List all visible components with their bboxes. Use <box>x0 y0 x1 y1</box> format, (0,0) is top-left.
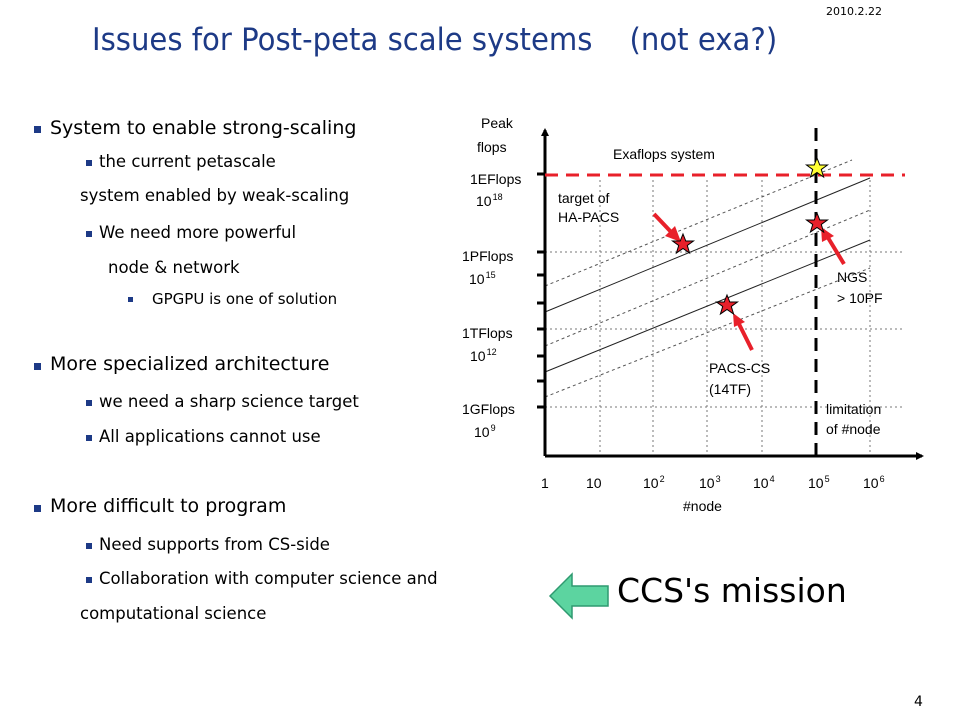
x-label-exponent: 3 <box>716 474 721 484</box>
star-icon <box>670 232 696 255</box>
bullet-square-icon <box>34 363 41 370</box>
y-label-value: 109 <box>474 423 496 440</box>
bullet-square-icon <box>86 400 92 406</box>
bullet-square-icon <box>86 160 92 166</box>
y-label-value: 1015 <box>469 270 496 287</box>
x-label-exponent: 4 <box>770 474 775 484</box>
bullet-square-icon <box>86 435 92 441</box>
x-label-base: 10 <box>808 475 824 491</box>
bullet-square-icon <box>86 543 92 549</box>
bullet-level2: We need more powerful <box>99 223 297 242</box>
target-label-line2: HA-PACS <box>558 209 619 225</box>
x-label: 105 <box>808 474 830 491</box>
exaflops-label: Exaflops system <box>613 146 715 162</box>
bullet-level2: Collaboration with computer science and <box>99 569 438 588</box>
x-label: 103 <box>699 474 721 491</box>
bullet-square-icon <box>34 126 41 133</box>
x-axis-title: #node <box>683 498 722 514</box>
bullet-level2: we need a sharp science target <box>99 392 359 411</box>
ngs-label-line2: > 10PF <box>837 290 883 306</box>
y-label-name: 1TFlops <box>462 325 513 341</box>
stars <box>670 156 830 316</box>
target-label-line1: target of <box>558 190 609 206</box>
bullet-continuation: computational science <box>80 604 267 623</box>
y-ticks <box>537 172 545 409</box>
bullet-square-icon <box>86 577 92 583</box>
bullet-level3: GPGPU is one of solution <box>152 290 338 308</box>
star-icon <box>804 156 830 179</box>
y-label-base: 10 <box>469 271 485 287</box>
bullet-level1: System to enable strong-scaling <box>50 117 357 139</box>
bullet-level2: the current petascale <box>99 152 276 171</box>
x-label-base: 10 <box>586 475 602 491</box>
y-label-name: 1PFlops <box>462 248 513 264</box>
bullet-square-icon <box>34 505 41 512</box>
y-label-exponent: 12 <box>487 347 497 357</box>
y-label-name: 1GFlops <box>462 401 515 417</box>
x-label-base: 10 <box>643 475 659 491</box>
pacs-label-line2: (14TF) <box>709 381 751 397</box>
x-label: 106 <box>863 474 885 491</box>
star-icon <box>714 293 740 316</box>
y-axis-title-line1: Peak <box>481 115 514 131</box>
y-label-exponent: 18 <box>493 192 503 202</box>
y-label-base: 10 <box>474 424 490 440</box>
x-label: 102 <box>643 474 665 491</box>
x-label-base: 1 <box>541 475 549 491</box>
star-icon <box>804 211 830 234</box>
x-label-base: 10 <box>753 475 769 491</box>
slide-date: 2010.2.22 <box>826 5 882 18</box>
page-number: 4 <box>914 694 923 710</box>
x-label-base: 10 <box>863 475 879 491</box>
bullet-level1: More specialized architecture <box>50 353 330 375</box>
bullet-continuation: system enabled by weak-scaling <box>80 186 350 205</box>
y-label-exponent: 9 <box>491 423 496 433</box>
bullet-level2: All applications cannot use <box>99 427 321 446</box>
bullet-square-icon <box>128 297 133 302</box>
slide-title: Issues for Post-peta scale systems (not … <box>92 22 778 58</box>
left-arrow-icon <box>548 572 609 620</box>
limitation-label-line2: of #node <box>826 421 881 437</box>
x-label-base: 10 <box>699 475 715 491</box>
limitation-label-line1: limitation <box>826 401 881 417</box>
bullet-level2: Need supports from CS-side <box>99 535 330 554</box>
y-label-base: 10 <box>476 193 492 209</box>
x-label-exponent: 5 <box>825 474 830 484</box>
mission-label: CCS's mission <box>617 571 847 610</box>
y-axis-title-line2: flops <box>477 139 507 155</box>
ngs-label-line1: NGS <box>837 269 867 285</box>
bullet-square-icon <box>86 231 92 237</box>
bullet-continuation: node & network <box>108 258 240 277</box>
red-arrows <box>652 212 846 351</box>
bullet-level1: More difficult to program <box>50 495 287 517</box>
y-label-value: 1012 <box>470 347 497 364</box>
pacs-label-line1: PACS-CS <box>709 360 770 376</box>
x-label-exponent: 6 <box>880 474 885 484</box>
grid-lines <box>545 180 905 455</box>
x-label-exponent: 2 <box>660 474 665 484</box>
y-label-base: 10 <box>470 348 486 364</box>
y-label-value: 1018 <box>476 192 503 209</box>
x-label: 104 <box>753 474 775 491</box>
y-label-exponent: 15 <box>486 270 496 280</box>
y-label-name: 1EFlops <box>470 171 521 187</box>
x-label: 1 <box>541 475 549 491</box>
bullet-list: System to enable strong-scaling the curr… <box>34 117 438 623</box>
x-label: 10 <box>586 475 602 491</box>
